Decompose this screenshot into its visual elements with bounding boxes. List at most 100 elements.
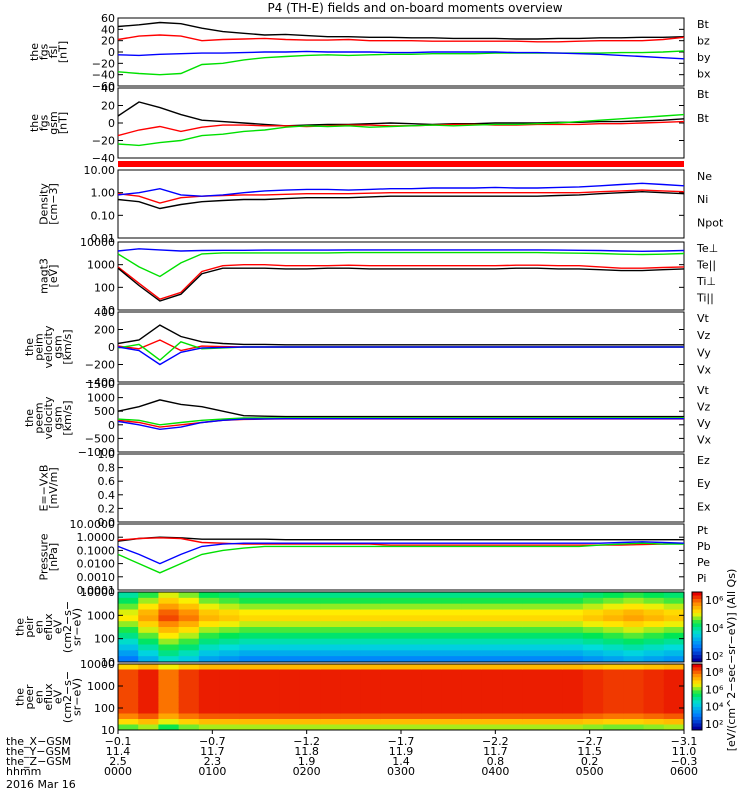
heatmap-cell bbox=[380, 719, 402, 725]
y-tick-label: 1.00 bbox=[91, 187, 116, 200]
heatmap-cell bbox=[603, 713, 624, 720]
heatmap-cell bbox=[481, 719, 503, 725]
heatmap-cell bbox=[481, 632, 503, 640]
heatmap-cell bbox=[461, 632, 483, 640]
heatmap-cell bbox=[360, 632, 382, 640]
heatmap-cell bbox=[259, 691, 281, 698]
heatmap-cell bbox=[582, 664, 604, 670]
heatmap-cell bbox=[158, 656, 180, 663]
y-axis-label: eV bbox=[52, 619, 65, 634]
heatmap-cell bbox=[239, 592, 260, 599]
colorbar-cell bbox=[692, 630, 702, 635]
heatmap-cell bbox=[542, 686, 564, 692]
heatmap-cell bbox=[401, 719, 422, 725]
heatmap-cell bbox=[643, 656, 665, 663]
heatmap-cell bbox=[178, 650, 200, 657]
heatmap-cell bbox=[118, 632, 139, 640]
heatmap-cell bbox=[441, 686, 463, 692]
heatmap-cell bbox=[421, 592, 442, 599]
heatmap-cell bbox=[259, 632, 281, 640]
heatmap-cell bbox=[623, 650, 645, 657]
heatmap-cell bbox=[582, 597, 604, 605]
heatmap-cell bbox=[299, 609, 321, 616]
heatmap-cell bbox=[219, 680, 240, 687]
heatmap-cell bbox=[118, 638, 139, 645]
heatmap-cell bbox=[178, 680, 200, 687]
panel-frame bbox=[117, 591, 685, 663]
heatmap-cell bbox=[299, 627, 321, 634]
y-tick-label: 10000 bbox=[80, 236, 115, 249]
heatmap-cell bbox=[299, 656, 321, 663]
heatmap-cell bbox=[562, 697, 584, 703]
heatmap-cell bbox=[623, 691, 645, 698]
heatmap-cell bbox=[562, 680, 584, 687]
x-row-value: 2.3 bbox=[204, 755, 222, 768]
x-row-value: 0000 bbox=[104, 765, 132, 778]
heatmap-cell bbox=[178, 724, 200, 731]
colorbar-tick-label: 10² bbox=[705, 718, 723, 731]
colorbar-cell bbox=[692, 716, 702, 721]
heatmap-cell bbox=[481, 592, 503, 599]
heatmap-cell bbox=[178, 708, 200, 714]
heatmap-cell bbox=[340, 675, 362, 681]
heatmap-cell bbox=[239, 615, 260, 622]
heatmap-cell bbox=[219, 650, 240, 657]
heatmap-cell bbox=[219, 615, 240, 622]
y-tick-label: 0.01 bbox=[91, 232, 116, 245]
heatmap-cell bbox=[279, 632, 301, 640]
y-tick-label: 100 bbox=[94, 702, 115, 715]
heatmap-cell bbox=[643, 638, 665, 645]
heatmap-cell bbox=[320, 656, 341, 663]
heatmap-cell bbox=[198, 656, 220, 663]
series-line-Bt bbox=[117, 101, 685, 127]
heatmap-cell bbox=[461, 615, 483, 622]
heatmap-cell bbox=[158, 702, 180, 709]
heatmap-cell bbox=[542, 627, 564, 634]
colorbar-cell bbox=[692, 723, 702, 728]
heatmap-cell bbox=[380, 621, 402, 628]
heatmap-cell bbox=[219, 664, 240, 670]
heatmap-cell bbox=[239, 686, 260, 692]
heatmap-cell bbox=[279, 708, 301, 714]
heatmap-cell bbox=[219, 713, 240, 720]
heatmap-cell bbox=[401, 680, 422, 687]
y-axis-label: Density bbox=[37, 183, 50, 225]
heatmap-cell bbox=[380, 632, 402, 640]
x-row-value: −0.7 bbox=[199, 735, 226, 748]
heatmap-cell bbox=[340, 686, 362, 692]
x-row-value: −1.7 bbox=[388, 735, 415, 748]
heatmap-cell bbox=[198, 592, 220, 599]
heatmap-cell bbox=[663, 592, 685, 599]
panel-frame bbox=[117, 241, 685, 311]
y-tick-label: −500 bbox=[85, 432, 115, 445]
heatmap-cell bbox=[259, 708, 281, 714]
heatmap-cell bbox=[380, 656, 402, 663]
heatmap-cell bbox=[542, 697, 564, 703]
heatmap-cell bbox=[320, 621, 341, 628]
heatmap-cell bbox=[481, 650, 503, 657]
heatmap-cell bbox=[320, 592, 341, 599]
heatmap-cell bbox=[663, 638, 685, 645]
heatmap-cell bbox=[118, 697, 139, 703]
heatmap-cell bbox=[401, 597, 422, 605]
colorbar-cell bbox=[692, 673, 702, 678]
heatmap-cell bbox=[421, 603, 442, 610]
heatmap-cell bbox=[582, 691, 604, 698]
heatmap-cell bbox=[441, 719, 463, 725]
heatmap-cell bbox=[320, 669, 341, 676]
heatmap-cell bbox=[542, 724, 564, 731]
y-tick-label: −20 bbox=[92, 57, 115, 70]
y-tick-label: 0.1000 bbox=[77, 544, 116, 557]
legend-Vz: Vz bbox=[697, 329, 711, 342]
heatmap-cell bbox=[380, 697, 402, 703]
heatmap-cell bbox=[441, 708, 463, 714]
heatmap-cell bbox=[138, 680, 159, 687]
heatmap-cell bbox=[279, 697, 301, 703]
x-row-value: 11.0 bbox=[672, 745, 697, 758]
heatmap-cell bbox=[421, 686, 442, 692]
y-axis-label: peem bbox=[33, 402, 46, 433]
x-row-value: −0.3 bbox=[671, 755, 698, 768]
heatmap-cell bbox=[502, 609, 523, 616]
heatmap-cell bbox=[360, 724, 382, 731]
heatmap-cell bbox=[603, 719, 624, 725]
